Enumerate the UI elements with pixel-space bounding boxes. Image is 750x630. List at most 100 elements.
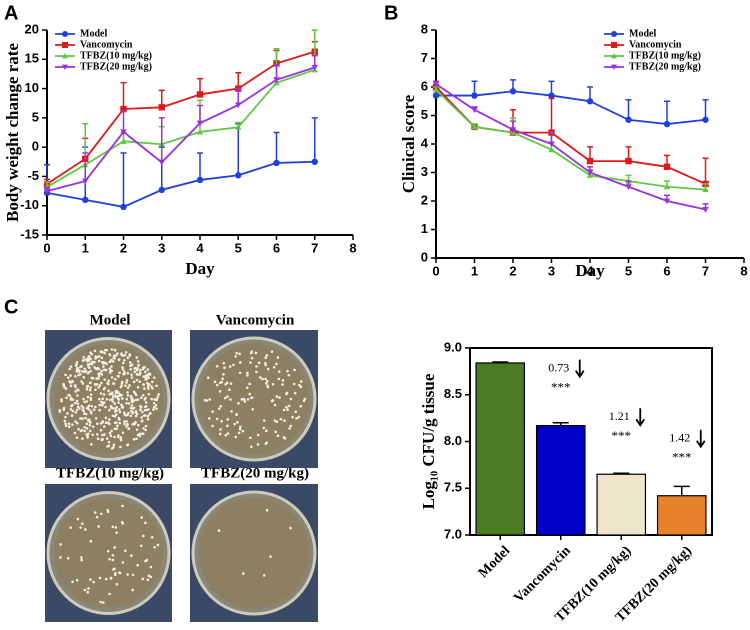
colony bbox=[102, 393, 106, 396]
colony bbox=[135, 372, 139, 376]
colony bbox=[129, 406, 133, 410]
colony bbox=[103, 351, 106, 355]
colony bbox=[218, 381, 222, 385]
colony bbox=[250, 350, 254, 353]
colony bbox=[62, 408, 66, 412]
colony bbox=[87, 419, 91, 422]
colony bbox=[89, 578, 92, 581]
colony bbox=[120, 384, 123, 388]
marker bbox=[586, 169, 594, 176]
colony bbox=[83, 426, 87, 429]
colony bbox=[155, 384, 158, 388]
colony bbox=[66, 556, 70, 560]
colony bbox=[100, 512, 103, 516]
colony bbox=[104, 421, 108, 425]
colony bbox=[87, 587, 90, 590]
colony bbox=[113, 573, 117, 577]
colony bbox=[265, 354, 269, 357]
colony bbox=[147, 383, 151, 386]
colony bbox=[277, 377, 281, 381]
colony bbox=[99, 392, 103, 395]
colony bbox=[112, 354, 116, 357]
colony bbox=[293, 391, 297, 395]
colony bbox=[285, 405, 288, 409]
colony bbox=[251, 408, 254, 411]
colony bbox=[295, 417, 298, 420]
significance: *** bbox=[551, 380, 571, 395]
colony bbox=[136, 563, 139, 567]
x-tick-label: 8 bbox=[740, 263, 747, 278]
colony bbox=[152, 405, 156, 409]
colony bbox=[126, 371, 130, 375]
colony bbox=[104, 368, 108, 372]
marker bbox=[235, 172, 242, 179]
colony bbox=[238, 427, 242, 431]
colony bbox=[223, 366, 226, 370]
colony bbox=[156, 543, 160, 547]
colony bbox=[147, 392, 151, 396]
colony bbox=[98, 397, 101, 401]
colony bbox=[128, 353, 132, 356]
colony bbox=[287, 373, 291, 377]
y-tick-label: 20 bbox=[25, 21, 39, 36]
colony bbox=[73, 401, 77, 405]
colony bbox=[250, 356, 254, 360]
colony bbox=[74, 390, 78, 393]
colony bbox=[149, 565, 153, 569]
colony bbox=[146, 578, 150, 582]
colony bbox=[286, 408, 289, 411]
colony bbox=[108, 352, 111, 356]
colony bbox=[97, 374, 101, 378]
colony bbox=[123, 372, 126, 376]
colony bbox=[86, 363, 90, 366]
colony bbox=[264, 377, 267, 381]
colony bbox=[125, 397, 129, 401]
x-tick-label: 2 bbox=[120, 240, 127, 255]
colony bbox=[102, 387, 106, 391]
colony bbox=[223, 396, 227, 400]
significance: *** bbox=[672, 450, 692, 465]
colony bbox=[117, 401, 120, 404]
colony bbox=[82, 412, 86, 415]
colony bbox=[113, 427, 117, 431]
colony bbox=[63, 385, 66, 389]
marker bbox=[663, 120, 671, 128]
colony bbox=[86, 590, 90, 594]
marker bbox=[196, 176, 204, 184]
colony bbox=[144, 404, 148, 408]
bar bbox=[475, 362, 526, 536]
colony bbox=[85, 400, 89, 403]
marker bbox=[432, 92, 440, 99]
colony bbox=[68, 367, 72, 371]
colony bbox=[128, 361, 132, 364]
colony bbox=[76, 517, 80, 521]
marker bbox=[432, 81, 440, 88]
colony bbox=[83, 588, 87, 592]
colony bbox=[126, 443, 130, 447]
colony bbox=[70, 380, 74, 383]
colony bbox=[218, 432, 222, 436]
colony bbox=[103, 378, 107, 381]
colony bbox=[128, 384, 131, 387]
colony bbox=[265, 508, 269, 512]
colony bbox=[115, 427, 119, 431]
colony bbox=[127, 402, 131, 405]
colony bbox=[97, 354, 101, 358]
legend-marker bbox=[62, 42, 68, 48]
colony bbox=[91, 360, 94, 364]
colony bbox=[113, 407, 117, 410]
colony bbox=[250, 396, 254, 400]
colony bbox=[108, 431, 112, 435]
colony bbox=[270, 350, 274, 353]
colony bbox=[224, 382, 227, 386]
colony bbox=[256, 443, 260, 446]
marker bbox=[120, 203, 127, 211]
x-tick-label: 4 bbox=[586, 263, 594, 278]
colony bbox=[134, 398, 138, 402]
colony bbox=[246, 371, 249, 375]
colony bbox=[74, 364, 78, 367]
colony bbox=[92, 580, 96, 584]
colony bbox=[89, 381, 92, 385]
plate-label: Model bbox=[90, 312, 131, 328]
colony bbox=[116, 374, 120, 378]
